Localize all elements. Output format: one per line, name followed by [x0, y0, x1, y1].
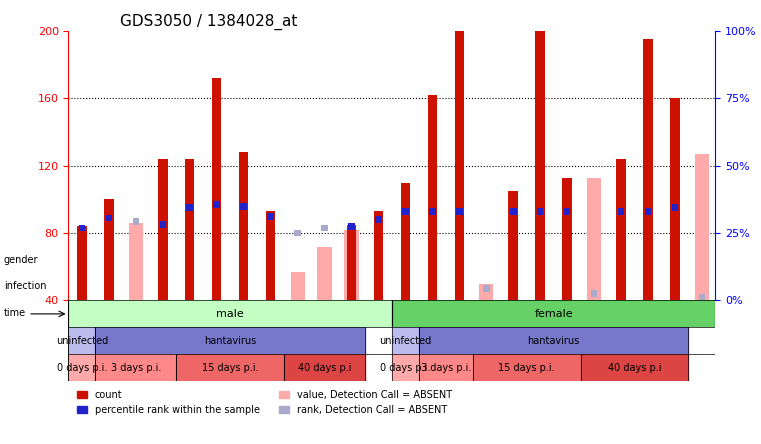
Bar	[616, 159, 626, 301]
Bar	[419, 354, 473, 381]
Bar	[536, 28, 545, 301]
Bar	[68, 301, 392, 327]
Bar	[212, 78, 221, 301]
Bar	[429, 208, 435, 214]
Text: 15 days p.i.: 15 days p.i.	[498, 363, 555, 373]
Bar	[68, 327, 95, 354]
Bar	[158, 159, 167, 301]
Text: GDS3050 / 1384028_at: GDS3050 / 1384028_at	[120, 13, 298, 30]
Bar	[295, 230, 301, 237]
Bar	[618, 208, 624, 214]
Bar	[591, 290, 597, 297]
Bar	[695, 154, 709, 301]
Text: time: time	[4, 308, 26, 318]
Bar	[699, 293, 705, 301]
Bar	[177, 354, 284, 381]
Bar	[401, 182, 410, 301]
Text: male: male	[216, 309, 244, 319]
Bar	[510, 208, 517, 214]
Text: female: female	[534, 309, 573, 319]
Text: hantavirus: hantavirus	[527, 336, 580, 346]
Bar	[672, 205, 678, 211]
Bar	[317, 246, 332, 301]
Bar	[483, 285, 489, 292]
Text: gender: gender	[4, 255, 38, 265]
Legend: count, percentile rank within the sample, value, Detection Call = ABSENT, rank, : count, percentile rank within the sample…	[73, 386, 456, 419]
Bar	[419, 327, 689, 354]
Bar	[345, 230, 358, 301]
Text: 3 days p.i.: 3 days p.i.	[110, 363, 161, 373]
Bar	[456, 208, 463, 214]
Bar	[267, 213, 274, 220]
Bar	[186, 205, 193, 211]
Bar	[132, 218, 139, 225]
Text: hantavirus: hantavirus	[204, 336, 256, 346]
Bar	[402, 208, 409, 214]
Bar	[479, 284, 493, 301]
Bar	[508, 191, 518, 301]
Bar	[428, 95, 437, 301]
Bar	[213, 201, 220, 208]
Text: 3 days p.i.: 3 days p.i.	[421, 363, 471, 373]
Bar	[375, 216, 382, 223]
Bar	[564, 208, 571, 214]
Bar	[321, 225, 328, 231]
Bar	[645, 208, 651, 214]
Bar	[284, 354, 365, 381]
Bar	[670, 99, 680, 301]
Bar	[95, 327, 365, 354]
Bar	[240, 203, 247, 210]
Bar	[68, 354, 95, 381]
Bar	[392, 301, 715, 327]
Bar	[78, 226, 87, 301]
Bar	[347, 225, 356, 301]
Bar	[392, 327, 419, 354]
Bar	[104, 199, 113, 301]
Text: uninfected: uninfected	[379, 336, 431, 346]
Bar	[160, 221, 166, 228]
Bar	[643, 40, 653, 301]
Bar	[78, 225, 85, 231]
Bar	[106, 214, 112, 221]
Bar	[291, 272, 304, 301]
Bar	[473, 354, 581, 381]
Text: uninfected: uninfected	[56, 336, 108, 346]
Text: 40 days p.i: 40 days p.i	[608, 363, 661, 373]
Text: infection: infection	[4, 281, 46, 291]
Bar	[537, 208, 543, 214]
Bar	[454, 31, 464, 301]
Bar	[95, 354, 177, 381]
Bar	[562, 178, 572, 301]
Bar	[581, 354, 689, 381]
Text: 0 days p.i.: 0 days p.i.	[380, 363, 431, 373]
Bar	[185, 159, 195, 301]
Bar	[392, 354, 419, 381]
Bar	[349, 223, 355, 230]
Text: 0 days p.i.: 0 days p.i.	[57, 363, 107, 373]
Bar	[374, 211, 383, 301]
Text: 40 days p.i: 40 days p.i	[298, 363, 352, 373]
Bar	[587, 178, 601, 301]
Bar	[266, 211, 275, 301]
Bar	[239, 152, 248, 301]
Bar	[129, 223, 143, 301]
Text: 15 days p.i.: 15 days p.i.	[202, 363, 259, 373]
